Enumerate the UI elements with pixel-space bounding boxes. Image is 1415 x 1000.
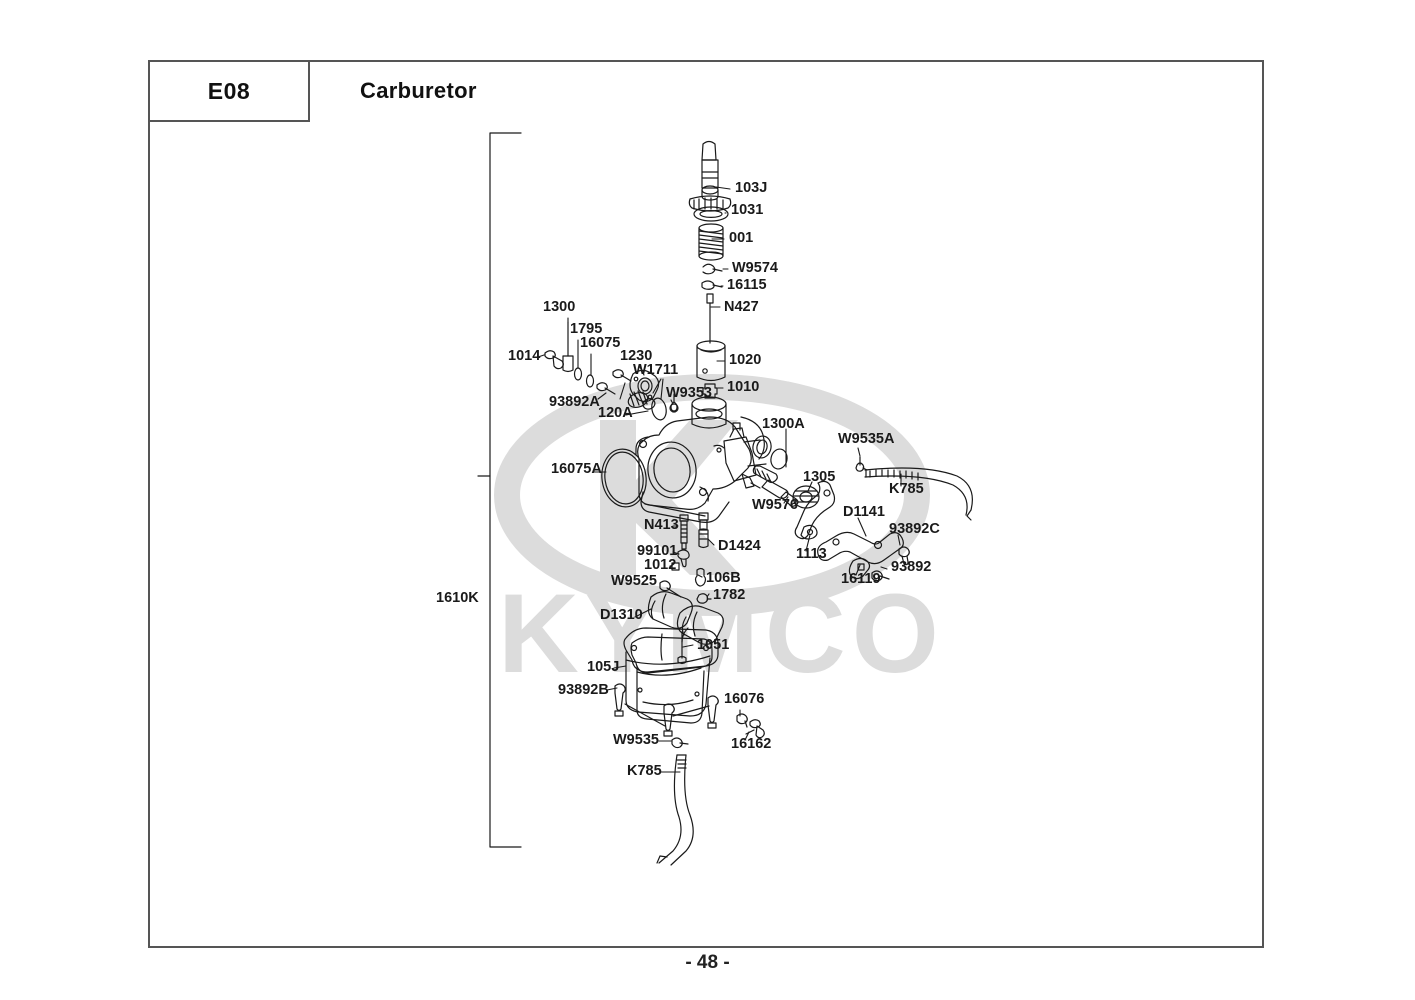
part-D1310-floats (647, 591, 724, 645)
part-W9535-clip-lower (671, 737, 689, 749)
part-label-N427: N427 (724, 299, 759, 315)
part-label-1782: 1782 (713, 587, 746, 603)
part-103J (688, 185, 732, 212)
part-label-1305: 1305 (803, 469, 836, 485)
part-label-105J: 105J (587, 659, 620, 675)
part-K785-hose-upper (864, 467, 973, 521)
part-1795-washer (573, 367, 583, 381)
part-16119-clamp (848, 557, 871, 580)
part-label-16076: 16076 (724, 691, 765, 707)
part-label-K785-bot: K785 (627, 763, 662, 779)
part-label-93892C: 93892C (889, 521, 940, 537)
part-93892A-screw-1 (596, 382, 616, 395)
part-W9576-screw (761, 479, 799, 507)
part-106B-float-valve (694, 567, 707, 587)
part-W9535A-clip (855, 456, 868, 472)
part-1020-slide (696, 340, 726, 382)
part-93892C-screw (898, 546, 910, 566)
part-W1711-spring (627, 390, 656, 410)
part-1014 (544, 350, 564, 370)
part-W9353 (669, 393, 679, 413)
part-label-W9525: W9525 (611, 573, 657, 589)
part-carburetor-body (635, 396, 788, 523)
part-93892A-screw-2 (612, 369, 632, 382)
part-1782-pin (696, 593, 712, 604)
part-label-W9353: W9353 (666, 385, 712, 401)
part-label-1012: 1012 (644, 557, 677, 573)
part-16076 (736, 713, 748, 728)
part-label-1113: 1113 (796, 546, 827, 562)
part-16075A-gasket (601, 448, 647, 508)
part-label-1795: 1795 (570, 321, 603, 337)
section-code: E08 (207, 77, 251, 104)
part-label-1051: 1051 (697, 637, 730, 653)
part-N413-jet (679, 514, 689, 550)
part-label-W9535A: W9535A (838, 431, 895, 447)
part-120A-gasket (651, 397, 667, 421)
part-label-1230: 1230 (620, 348, 653, 364)
part-label-99101: 99101 (637, 543, 678, 559)
part-16162-screw (745, 719, 765, 739)
part-label-D1141: D1141 (843, 504, 885, 520)
part-label-1610K: 1610K (436, 590, 479, 606)
part-label-W9574: W9574 (732, 260, 778, 276)
part-W9574 (702, 263, 723, 275)
part-label-D1310: D1310 (600, 607, 643, 623)
part-D1141-bracket (817, 531, 904, 565)
part-label-D1424: D1424 (718, 538, 761, 554)
part-label-93892A: 93892A (549, 394, 600, 410)
part-N427-needle (706, 293, 714, 344)
part-105J-bowl (625, 651, 711, 724)
part-label-N413: N413 (644, 517, 679, 533)
part-label-001: 001 (729, 230, 754, 246)
part-label-16119: 16119 (841, 571, 881, 587)
part-K785-hose-lower (656, 754, 694, 866)
part-label-106B: 106B (706, 570, 741, 586)
part-label-1014: 1014 (508, 348, 541, 364)
part-93892B-screws (614, 683, 719, 737)
part-label-1031: 1031 (731, 202, 764, 218)
part-label-16115: 16115 (727, 277, 767, 293)
part-99101 (677, 549, 690, 568)
part-label-1300: 1300 (543, 299, 576, 315)
part-label-W9576: W9576 (752, 497, 798, 513)
part-label-93892: 93892 (891, 559, 932, 575)
part-label-16162: 16162 (731, 736, 772, 752)
part-label-16075: 16075 (580, 335, 621, 351)
part-label-93892B: 93892B (558, 682, 609, 698)
part-1300-rod (562, 321, 574, 373)
part-label-1020: 1020 (729, 352, 762, 368)
exploded-parts-diagram: 103J 1031 001 W9574 16115 N427 1020 1010 1300 179… (148, 122, 1264, 948)
part-1113-lever (794, 480, 836, 540)
part-top-cap (701, 140, 719, 189)
part-16075-washer (585, 374, 595, 388)
part-W9525-screw (659, 580, 682, 598)
part-label-1010: 1010 (727, 379, 760, 395)
part-label-103J: 103J (735, 180, 768, 196)
page-number: - 48 - (685, 952, 730, 973)
leader-lines (537, 186, 902, 773)
part-label-16075A: 16075A (551, 461, 602, 477)
part-1230-flange (629, 369, 660, 403)
part-1012 (671, 562, 680, 571)
part-label-1300A: 1300A (762, 416, 805, 432)
part-label-120A: 120A (598, 405, 633, 421)
part-93892-screw (871, 570, 890, 582)
assembly-bracket (477, 132, 522, 848)
part-label-W9535: W9535 (613, 732, 659, 748)
section-code-box: E08 (148, 60, 310, 122)
part-label-W1711: W1711 (633, 362, 679, 378)
part-label-K785-top: K785 (889, 481, 924, 497)
part-001-spring (698, 223, 724, 261)
part-1300A-pin (752, 465, 778, 484)
page-title: Carburetor (360, 78, 477, 103)
part-1031-oring (693, 206, 729, 222)
part-16115 (701, 280, 723, 290)
part-D1424-jet (698, 512, 709, 549)
